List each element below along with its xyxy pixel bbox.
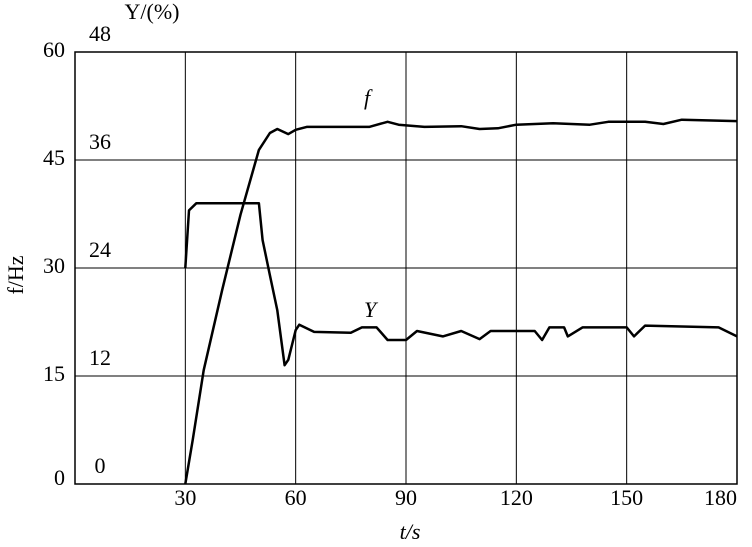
line-series bbox=[184, 201, 738, 367]
x-axis-label: t/s bbox=[400, 519, 421, 544]
annotation: Y bbox=[364, 297, 379, 322]
y-axis-label: f/Hz bbox=[3, 255, 28, 294]
y2-axis-label: Y/(%) bbox=[125, 0, 180, 24]
x-tick-label: 120 bbox=[500, 485, 533, 510]
x-tick-label: 30 bbox=[174, 485, 196, 510]
y2-tick-label: 0 bbox=[95, 453, 106, 478]
y2-tick-label: 24 bbox=[89, 237, 111, 262]
x-tick-label: 180 bbox=[704, 485, 737, 510]
x-tick-label: 90 bbox=[395, 485, 417, 510]
y2-tick-label: 36 bbox=[89, 129, 111, 154]
x-tick-label: 150 bbox=[610, 485, 643, 510]
y2-tick-label: 48 bbox=[89, 21, 111, 46]
y-tick-label: 45 bbox=[43, 145, 65, 170]
y-tick-label: 15 bbox=[43, 361, 65, 386]
y-tick-label: 30 bbox=[43, 253, 65, 278]
line-series bbox=[184, 118, 738, 485]
annotation: f bbox=[364, 85, 373, 110]
y-tick-label: 0 bbox=[54, 465, 65, 490]
y2-tick-label: 12 bbox=[89, 345, 111, 370]
x-tick-label: 60 bbox=[285, 485, 307, 510]
y-tick-label: 60 bbox=[43, 37, 65, 62]
